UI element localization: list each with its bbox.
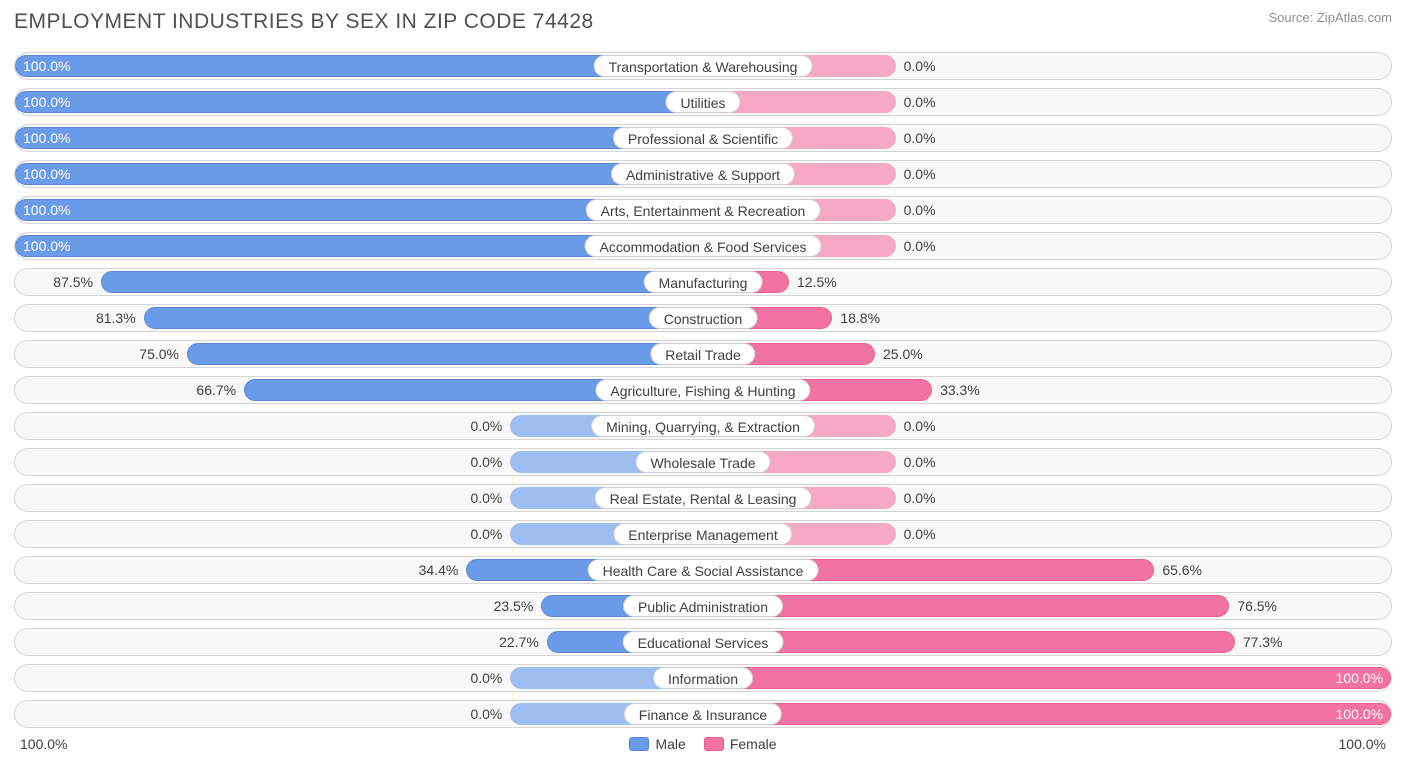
chart-row: 22.7% 77.3% Educational Services: [14, 628, 1392, 656]
chart-row: 100.0% 0.0% Administrative & Support: [14, 160, 1392, 188]
category-label: Educational Services: [623, 631, 784, 653]
chart-footer: 100.0% Male Female 100.0%: [14, 736, 1392, 752]
category-label: Real Estate, Rental & Leasing: [595, 487, 812, 509]
category-label: Professional & Scientific: [613, 127, 793, 149]
chart-row: 0.0% 100.0% Information: [14, 664, 1392, 692]
category-label: Accommodation & Food Services: [585, 235, 822, 257]
female-value: 0.0%: [904, 161, 936, 187]
diverging-bar-chart: 100.0%0.0%Transportation & Warehousing10…: [14, 52, 1392, 728]
female-value: 100.0%: [1336, 665, 1383, 691]
male-value: 100.0%: [23, 197, 70, 223]
axis-right-label: 100.0%: [1339, 736, 1386, 752]
male-value: 34.4%: [419, 557, 459, 583]
male-value: 0.0%: [470, 665, 502, 691]
female-value: 0.0%: [904, 197, 936, 223]
male-value: 22.7%: [499, 629, 539, 655]
category-label: Utilities: [665, 91, 740, 113]
male-bar: [187, 343, 703, 365]
category-label: Manufacturing: [644, 271, 763, 293]
category-label: Administrative & Support: [611, 163, 795, 185]
male-value: 0.0%: [470, 485, 502, 511]
legend: Male Female: [629, 736, 776, 752]
chart-row: 81.3% 18.8% Construction: [14, 304, 1392, 332]
category-label: Mining, Quarrying, & Extraction: [591, 415, 815, 437]
female-value: 12.5%: [797, 269, 837, 295]
male-bar: [15, 163, 703, 185]
female-value: 0.0%: [904, 485, 936, 511]
chart-row: 0.0% 100.0% Finance & Insurance: [14, 700, 1392, 728]
category-label: Transportation & Warehousing: [594, 55, 813, 77]
male-value: 0.0%: [470, 701, 502, 727]
male-swatch-icon: [629, 737, 649, 751]
female-value: 0.0%: [904, 125, 936, 151]
category-label: Health Care & Social Assistance: [588, 559, 819, 581]
chart-row: 100.0% 0.0% Accommodation & Food Services: [14, 232, 1392, 260]
chart-row: 23.5% 76.5% Public Administration: [14, 592, 1392, 620]
category-label: Agriculture, Fishing & Hunting: [595, 379, 810, 401]
male-value: 100.0%: [23, 161, 70, 187]
female-value: 0.0%: [904, 413, 936, 439]
female-bar: [703, 703, 1391, 725]
category-label: Retail Trade: [650, 343, 755, 365]
female-value: 0.0%: [904, 521, 936, 547]
category-label: Finance & Insurance: [624, 703, 782, 725]
category-label: Enterprise Management: [613, 523, 792, 545]
chart-row: 100.0% 0.0% Professional & Scientific: [14, 124, 1392, 152]
category-label: Wholesale Trade: [635, 451, 770, 473]
female-value: 76.5%: [1237, 593, 1277, 619]
male-value: 87.5%: [53, 269, 93, 295]
chart-row: 0.0% 0.0% Enterprise Management: [14, 520, 1392, 548]
male-value: 66.7%: [196, 377, 236, 403]
male-value: 100.0%: [23, 89, 70, 115]
legend-male-label: Male: [655, 736, 685, 752]
male-value: 0.0%: [470, 413, 502, 439]
male-bar: [144, 307, 703, 329]
chart-row: 75.0% 25.0% Retail Trade: [14, 340, 1392, 368]
female-value: 65.6%: [1162, 557, 1202, 583]
male-value: 75.0%: [139, 341, 179, 367]
chart-row: 0.0% 0.0% Wholesale Trade: [14, 448, 1392, 476]
female-swatch-icon: [704, 737, 724, 751]
chart-row: 0.0% 0.0% Real Estate, Rental & Leasing: [14, 484, 1392, 512]
male-value: 100.0%: [23, 53, 70, 79]
female-value: 33.3%: [940, 377, 980, 403]
female-value: 100.0%: [1336, 701, 1383, 727]
chart-row: 0.0% 0.0% Mining, Quarrying, & Extraction: [14, 412, 1392, 440]
legend-female: Female: [704, 736, 777, 752]
male-bar: [15, 127, 703, 149]
male-value: 23.5%: [494, 593, 534, 619]
axis-left-label: 100.0%: [20, 736, 67, 752]
female-bar: [703, 667, 1391, 689]
female-value: 0.0%: [904, 449, 936, 475]
male-bar: [15, 91, 703, 113]
female-value: 77.3%: [1243, 629, 1283, 655]
chart-source: Source: ZipAtlas.com: [1268, 10, 1392, 25]
female-value: 18.8%: [840, 305, 880, 331]
chart-row: 100.0% 0.0% Arts, Entertainment & Recreati…: [14, 196, 1392, 224]
category-label: Public Administration: [623, 595, 783, 617]
chart-title: EMPLOYMENT INDUSTRIES BY SEX IN ZIP CODE…: [14, 10, 594, 34]
male-value: 0.0%: [470, 521, 502, 547]
male-value: 100.0%: [23, 233, 70, 259]
female-value: 0.0%: [904, 233, 936, 259]
category-label: Arts, Entertainment & Recreation: [586, 199, 821, 221]
chart-row: 100.0% 0.0% Utilities: [14, 88, 1392, 116]
female-value: 0.0%: [904, 53, 936, 79]
chart-row: 34.4% 65.6% Health Care & Social Assistanc…: [14, 556, 1392, 584]
female-value: 0.0%: [904, 89, 936, 115]
male-bar: [101, 271, 703, 293]
legend-male: Male: [629, 736, 685, 752]
female-value: 25.0%: [883, 341, 923, 367]
category-label: Information: [653, 667, 753, 689]
category-label: Construction: [649, 307, 758, 329]
chart-header: EMPLOYMENT INDUSTRIES BY SEX IN ZIP CODE…: [14, 10, 1392, 34]
male-value: 0.0%: [470, 449, 502, 475]
legend-female-label: Female: [730, 736, 777, 752]
chart-row: 66.7% 33.3% Agriculture, Fishing & Hunting: [14, 376, 1392, 404]
chart-row: 100.0% 0.0% Transportation & Warehousing: [14, 52, 1392, 80]
male-value: 100.0%: [23, 125, 70, 151]
male-value: 81.3%: [96, 305, 136, 331]
chart-row: 87.5% 12.5% Manufacturing: [14, 268, 1392, 296]
